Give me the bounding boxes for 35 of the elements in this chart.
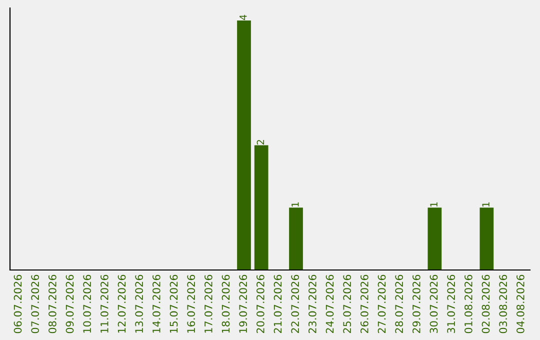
x-tick-label: 18.07.2026	[222, 274, 230, 333]
x-tick-label: 09.07.2026	[66, 274, 74, 334]
data-label: 1	[482, 202, 490, 207]
x-tick-label: 15.07.2026	[170, 274, 178, 333]
x-tick-label: 04.08.2026	[516, 274, 524, 334]
data-label: 2	[256, 140, 264, 145]
x-tick-label: 12.07.2026	[118, 274, 126, 333]
data-label: 1	[292, 202, 299, 207]
x-tick-label: 28.07.2026	[395, 274, 404, 334]
x-tick-label: 03.08.2026	[499, 274, 508, 334]
x-tick-label: 16.07.2026	[187, 274, 196, 333]
x-tick-label: 08.07.2026	[48, 274, 56, 334]
x-tick-label: 20.07.2026	[256, 274, 264, 334]
x-tick-label: 07.07.2026	[31, 274, 40, 334]
x-tick-label: 06.07.2026	[14, 274, 22, 334]
x-tick-label: 31.07.2026	[447, 274, 456, 334]
x-tick-label: 19.07.2026	[239, 274, 248, 333]
x-tick-label: 21.07.2026	[274, 274, 282, 334]
x-tick-label: 11.07.2026	[100, 274, 108, 333]
x-tick-label: 25.07.2026	[343, 274, 352, 334]
x-tick-label: 24.07.2026	[326, 274, 334, 334]
x-tick-label: 17.07.2026	[204, 274, 212, 333]
x-tick-label: 01.08.2026	[464, 274, 472, 334]
x-tick-label: 14.07.2026	[152, 274, 160, 333]
x-tick-label: 29.07.2026	[412, 274, 420, 334]
x-tick-label: 10.07.2026	[83, 274, 92, 333]
x-tick-label: 30.07.2026	[430, 274, 438, 334]
x-tick-label: 27.07.2026	[378, 274, 386, 334]
x-tick-label: 23.07.2026	[308, 274, 316, 334]
x-tick-label: 22.07.2026	[291, 274, 300, 334]
x-tick-label: 26.07.2026	[360, 274, 368, 334]
x-tick-label: 02.08.2026	[482, 274, 490, 334]
data-label: 1	[430, 202, 438, 207]
x-tick-label: 13.07.2026	[135, 274, 144, 333]
data-label: 4	[240, 14, 247, 20]
